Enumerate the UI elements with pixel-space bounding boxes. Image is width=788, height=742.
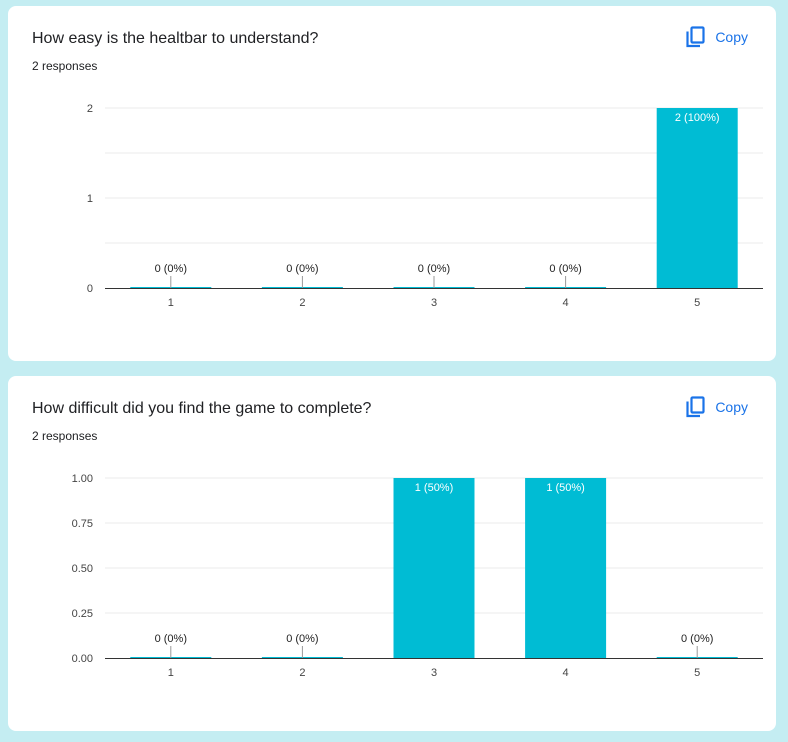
x-tick-label: 1	[168, 667, 174, 679]
copy-label: Copy	[715, 399, 748, 415]
x-tick-label: 5	[694, 667, 700, 679]
x-tick-label: 2	[299, 297, 305, 309]
copy-label: Copy	[715, 29, 748, 45]
question-title: How easy is the healtbar to understand?	[32, 30, 319, 47]
bar	[393, 478, 475, 658]
data-label: 0 (0%)	[681, 633, 713, 645]
data-label: 0 (0%)	[155, 633, 187, 645]
y-tick-label: 1	[87, 193, 93, 205]
y-tick-label: 0.50	[72, 563, 93, 575]
copy-icon	[686, 26, 706, 48]
question-card-2: How difficult did you find the game to c…	[8, 376, 776, 731]
y-tick-label: 2	[87, 103, 93, 115]
data-label: 0 (0%)	[155, 263, 187, 275]
question-card-1: How easy is the healtbar to understand? …	[8, 6, 776, 361]
bar-chart: 0.00 0.25 0.50 0.75 1.00 0 (0%) 1 0 (0%) 2 1 (50%…	[72, 473, 763, 679]
y-tick-label: 0.00	[72, 653, 93, 665]
x-tick-label: 2	[299, 667, 305, 679]
y-tick-label: 0	[87, 283, 93, 295]
y-tick-label: 0.75	[72, 518, 93, 530]
data-label: 0 (0%)	[286, 633, 318, 645]
y-tick-label: 1.00	[72, 473, 93, 485]
data-label: 1 (50%)	[546, 482, 585, 494]
response-count: 2 responses	[32, 429, 98, 443]
x-tick-label: 1	[168, 297, 174, 309]
copy-button[interactable]: Copy	[686, 396, 748, 418]
data-label: 0 (0%)	[549, 263, 581, 275]
bar-chart: 0 1 2 0 (0%) 1 0 (0%) 2 0 (0%) 3 0 (0%) 4 2 (100%) 5	[87, 103, 763, 309]
x-tick-label: 5	[694, 297, 700, 309]
bar	[656, 108, 738, 288]
data-label: 0 (0%)	[286, 263, 318, 275]
x-tick-label: 4	[563, 667, 569, 679]
x-tick-label: 4	[563, 297, 569, 309]
response-count: 2 responses	[32, 59, 98, 73]
copy-icon	[686, 396, 706, 418]
y-tick-label: 0.25	[72, 608, 93, 620]
copy-button[interactable]: Copy	[686, 26, 748, 48]
x-tick-label: 3	[431, 297, 437, 309]
data-label: 0 (0%)	[418, 263, 450, 275]
bar	[525, 478, 607, 658]
question-title: How difficult did you find the game to c…	[32, 400, 372, 417]
data-label: 1 (50%)	[415, 482, 454, 494]
x-tick-label: 3	[431, 667, 437, 679]
data-label: 2 (100%)	[675, 112, 720, 124]
